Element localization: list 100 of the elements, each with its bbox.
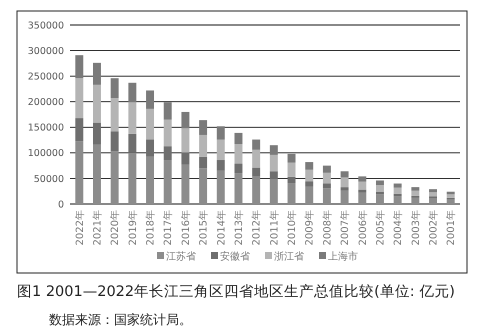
bar (146, 90, 154, 109)
bar (146, 108, 154, 140)
bar (270, 154, 278, 172)
bar (252, 140, 260, 150)
bar (340, 171, 349, 178)
bar (288, 183, 296, 204)
bar (446, 194, 455, 198)
x-tick-label: 2011年 (268, 210, 280, 246)
bar (305, 170, 314, 182)
y-tick-label: 250000 (28, 71, 64, 82)
x-tick-label: 2005年 (374, 210, 386, 246)
bar (358, 192, 366, 204)
x-tick-label: 2003年 (410, 210, 422, 246)
bar (146, 140, 154, 156)
x-tick-label: 2001年 (445, 210, 458, 246)
bar (376, 192, 384, 194)
bar (376, 194, 384, 204)
bar (92, 144, 101, 204)
x-tick-label: 2020年 (109, 210, 122, 246)
y-tick-label: 300000 (28, 46, 64, 57)
legend-label: 上海市 (328, 250, 358, 262)
bar (252, 150, 260, 168)
bar (128, 134, 136, 153)
x-tick-label: 2010年 (286, 210, 298, 246)
bar (110, 151, 119, 204)
bar (110, 131, 119, 152)
bar (181, 128, 190, 152)
legend-label: 江苏省 (166, 250, 196, 262)
bar (216, 126, 225, 140)
x-tick-label: 2002年 (428, 210, 440, 246)
bar (322, 172, 331, 184)
bar (446, 199, 455, 204)
y-tick-label: 0 (58, 199, 64, 210)
bar (288, 154, 296, 163)
bar (340, 187, 349, 191)
bar (92, 62, 101, 85)
legend-label: 安徽省 (220, 250, 250, 262)
bar (322, 188, 331, 204)
bar (75, 78, 84, 118)
x-tick-label: 2014年 (215, 210, 228, 246)
x-tick-label: 2008年 (321, 210, 334, 246)
x-tick-label: 2013年 (232, 210, 245, 246)
bar (199, 168, 208, 204)
y-tick-label: 150000 (28, 122, 64, 134)
x-tick-label: 2004年 (392, 210, 404, 246)
bar (128, 102, 136, 134)
x-tick-label: 2015年 (198, 210, 210, 246)
x-tick-label: 2021年 (91, 210, 104, 246)
bar (270, 171, 278, 179)
bar (411, 190, 420, 196)
bar (146, 156, 154, 204)
bar (252, 176, 260, 204)
bar (394, 194, 402, 196)
bar (429, 192, 438, 196)
bar (75, 118, 84, 142)
bar (92, 122, 101, 145)
bar (199, 134, 208, 157)
bar (164, 160, 172, 204)
x-tick-label: 2017年 (162, 210, 174, 246)
bar (394, 196, 402, 204)
bar (181, 112, 190, 128)
bar (128, 152, 136, 204)
bar (358, 176, 366, 182)
bar (199, 120, 208, 135)
source-note: 数据来源：国家统计局。 (49, 312, 192, 328)
bar (164, 102, 172, 120)
bar (234, 132, 242, 144)
x-tick-label: 2009年 (304, 210, 316, 246)
x-tick-label: 2022年 (74, 210, 86, 246)
x-tick-label: 2018年 (144, 210, 157, 246)
bar (376, 180, 384, 186)
bar (288, 162, 296, 177)
bar (216, 170, 225, 204)
bar (234, 173, 242, 204)
bar (181, 164, 190, 204)
bar (181, 152, 190, 165)
x-tick-label: 2007年 (339, 210, 352, 246)
bar (75, 141, 84, 204)
x-tick-label: 2019年 (126, 210, 139, 246)
legend-label: 浙江省 (274, 250, 304, 262)
y-tick-label: 100000 (28, 148, 64, 160)
bar (305, 162, 314, 170)
bar (199, 156, 208, 168)
x-tick-label: 2016年 (180, 210, 192, 246)
bar (322, 166, 331, 173)
y-tick-label: 50000 (34, 174, 64, 185)
bar (216, 160, 225, 171)
bar (411, 187, 420, 191)
bar (252, 168, 260, 176)
bar (75, 55, 84, 78)
bar (164, 120, 172, 146)
bar (340, 190, 349, 204)
bar (305, 186, 314, 204)
bar (358, 190, 366, 193)
bar (216, 140, 225, 160)
bar (394, 184, 402, 188)
bar (128, 82, 136, 102)
bar (305, 181, 314, 187)
bar (358, 181, 366, 190)
bar (234, 164, 242, 174)
